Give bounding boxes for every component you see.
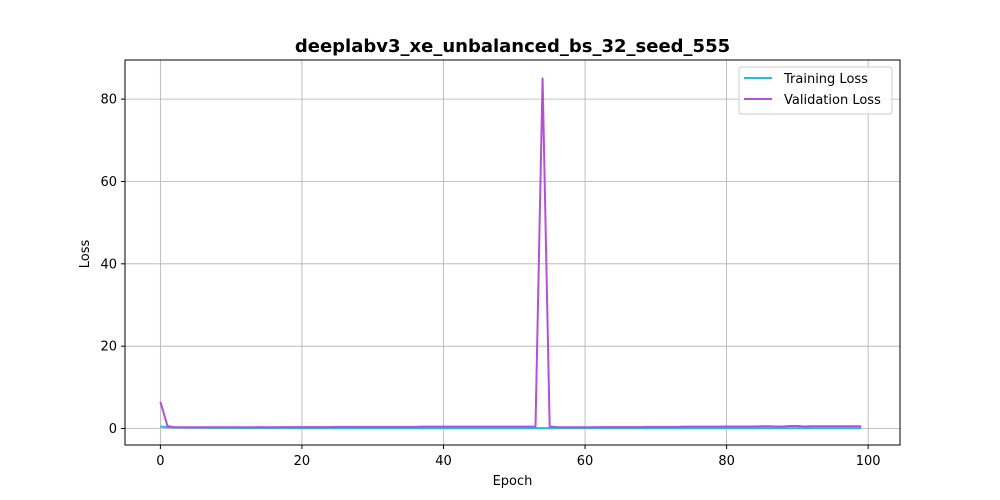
- x-tick-label: 0: [156, 454, 164, 469]
- y-ticks: 0 20 40 60 80: [100, 93, 125, 437]
- x-axis-label: Epoch: [493, 474, 533, 489]
- y-tick-label: 0: [109, 422, 117, 437]
- x-tick-label: 20: [294, 454, 311, 469]
- x-tick-label: 60: [577, 454, 594, 469]
- y-axis-label: Loss: [78, 240, 93, 269]
- legend-label: Validation Loss: [784, 93, 881, 108]
- legend-box: [738, 66, 893, 115]
- y-tick-label: 80: [100, 93, 117, 108]
- grid-lines: [125, 60, 900, 445]
- plot-frame: [124, 59, 901, 446]
- y-tick-label: 20: [100, 340, 117, 355]
- legend: Training Loss Validation Loss: [738, 66, 893, 115]
- chart-title: deeplabv3_xe_unbalanced_bs_32_seed_555: [295, 36, 730, 57]
- x-tick-label: 40: [435, 454, 452, 469]
- y-tick-label: 60: [100, 175, 117, 190]
- series-lines: [159, 77, 862, 430]
- x-ticks: 0 20 40 60 80 100: [156, 445, 881, 469]
- legend-label: Training Loss: [783, 72, 868, 87]
- x-tick-label: 80: [718, 454, 735, 469]
- series-line-validation-loss: [159, 77, 862, 429]
- y-tick-label: 40: [100, 257, 117, 272]
- x-tick-label: 100: [856, 454, 881, 469]
